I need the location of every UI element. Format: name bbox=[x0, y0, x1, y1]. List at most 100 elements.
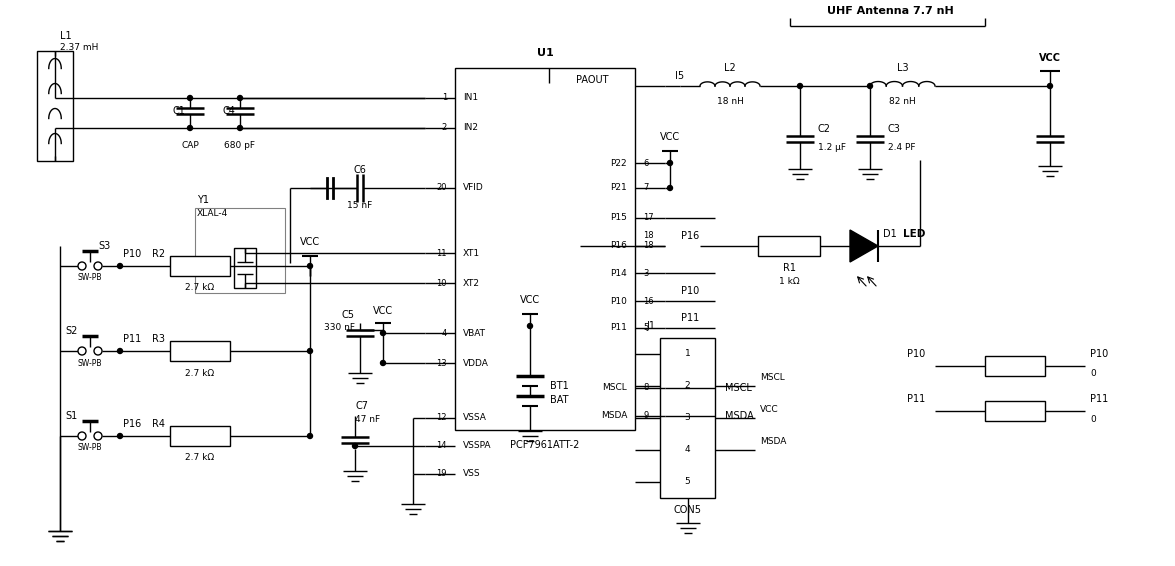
Text: L2: L2 bbox=[724, 63, 736, 73]
Text: MSCL: MSCL bbox=[725, 383, 752, 393]
Text: S2: S2 bbox=[65, 326, 78, 336]
Circle shape bbox=[867, 84, 873, 88]
Text: P16: P16 bbox=[680, 231, 699, 241]
Bar bbox=[195, 208, 286, 293]
Text: 7: 7 bbox=[643, 183, 649, 192]
Text: VCC: VCC bbox=[760, 405, 779, 414]
Circle shape bbox=[78, 262, 86, 270]
Text: 15 nF: 15 nF bbox=[348, 201, 372, 211]
Text: S1: S1 bbox=[65, 411, 78, 421]
Circle shape bbox=[381, 331, 385, 336]
Text: 47 nF: 47 nF bbox=[355, 415, 381, 424]
Text: P16: P16 bbox=[123, 419, 141, 429]
Text: 0: 0 bbox=[1090, 414, 1096, 423]
Circle shape bbox=[308, 264, 313, 268]
Circle shape bbox=[94, 347, 102, 355]
Text: SW-PB: SW-PB bbox=[78, 444, 102, 452]
Bar bbox=[170, 426, 230, 446]
Bar bbox=[170, 341, 230, 361]
Text: VCC: VCC bbox=[519, 295, 540, 305]
Text: 16: 16 bbox=[643, 297, 653, 306]
Text: 5: 5 bbox=[643, 324, 649, 332]
Circle shape bbox=[667, 161, 672, 165]
Text: VDDA: VDDA bbox=[463, 358, 489, 367]
Text: S3: S3 bbox=[98, 241, 110, 251]
Text: C1: C1 bbox=[172, 106, 184, 116]
Bar bbox=[985, 356, 1045, 376]
Text: 6: 6 bbox=[643, 158, 649, 168]
Circle shape bbox=[308, 434, 313, 439]
Bar bbox=[455, 68, 634, 430]
Text: 19: 19 bbox=[436, 470, 446, 478]
Text: MSCL: MSCL bbox=[603, 384, 627, 392]
Text: P11: P11 bbox=[610, 324, 627, 332]
Text: 8: 8 bbox=[643, 384, 649, 392]
Text: XT1: XT1 bbox=[463, 248, 481, 258]
Text: 2.7 kΩ: 2.7 kΩ bbox=[186, 453, 215, 462]
Text: VBAT: VBAT bbox=[463, 328, 486, 337]
Text: P21: P21 bbox=[610, 183, 627, 192]
Text: LED: LED bbox=[904, 229, 926, 239]
Text: I5: I5 bbox=[676, 71, 685, 81]
Text: 2.4 PF: 2.4 PF bbox=[888, 143, 915, 152]
Text: 0: 0 bbox=[1090, 370, 1096, 379]
Text: VSS: VSS bbox=[463, 470, 481, 478]
Text: SW-PB: SW-PB bbox=[78, 273, 102, 282]
Text: BT1: BT1 bbox=[550, 381, 569, 391]
Text: SW-PB: SW-PB bbox=[78, 358, 102, 367]
Bar bbox=[36, 51, 73, 161]
Text: C5: C5 bbox=[342, 310, 355, 320]
Text: D1: D1 bbox=[882, 229, 897, 239]
Text: VFID: VFID bbox=[463, 183, 484, 192]
Circle shape bbox=[528, 324, 532, 328]
Circle shape bbox=[94, 432, 102, 440]
Text: L3: L3 bbox=[897, 63, 908, 73]
Text: 1.2 μF: 1.2 μF bbox=[818, 143, 846, 152]
Circle shape bbox=[237, 126, 242, 131]
Circle shape bbox=[118, 349, 122, 354]
Text: MSDA: MSDA bbox=[600, 411, 627, 421]
Text: VCC: VCC bbox=[1039, 53, 1061, 63]
Text: 2: 2 bbox=[442, 123, 446, 132]
Circle shape bbox=[381, 361, 385, 366]
Circle shape bbox=[308, 349, 313, 354]
Circle shape bbox=[352, 444, 357, 448]
Text: 1 kΩ: 1 kΩ bbox=[779, 277, 799, 286]
Text: 680 pF: 680 pF bbox=[224, 142, 255, 151]
Text: P22: P22 bbox=[610, 158, 627, 168]
Text: P10: P10 bbox=[1090, 349, 1108, 359]
Text: 20: 20 bbox=[436, 183, 446, 192]
Text: 2.37 mH: 2.37 mH bbox=[60, 44, 99, 53]
Text: IN1: IN1 bbox=[463, 93, 478, 102]
Text: P10: P10 bbox=[907, 349, 925, 359]
Text: R4: R4 bbox=[152, 419, 165, 429]
Text: C7: C7 bbox=[355, 401, 368, 411]
Text: 2.7 kΩ: 2.7 kΩ bbox=[186, 368, 215, 378]
Text: C4: C4 bbox=[222, 106, 235, 116]
Bar bbox=[758, 236, 820, 256]
Text: P15: P15 bbox=[610, 213, 627, 222]
Circle shape bbox=[118, 434, 122, 439]
Circle shape bbox=[667, 186, 672, 191]
Text: 82 nH: 82 nH bbox=[889, 97, 915, 106]
Text: 2.7 kΩ: 2.7 kΩ bbox=[186, 284, 215, 293]
Text: U1: U1 bbox=[537, 48, 553, 58]
Text: VCC: VCC bbox=[372, 306, 394, 316]
Circle shape bbox=[188, 96, 193, 101]
Text: 330 nF: 330 nF bbox=[324, 324, 355, 332]
Text: 18: 18 bbox=[643, 231, 653, 241]
Text: P14: P14 bbox=[610, 268, 627, 277]
Text: 4: 4 bbox=[685, 445, 691, 454]
Text: P11: P11 bbox=[907, 394, 925, 404]
Text: P10: P10 bbox=[610, 297, 627, 306]
Text: 2: 2 bbox=[685, 381, 691, 391]
Text: 14: 14 bbox=[436, 441, 446, 451]
Text: 13: 13 bbox=[436, 358, 446, 367]
Text: Y1: Y1 bbox=[197, 195, 209, 205]
Circle shape bbox=[798, 84, 803, 88]
Text: L1: L1 bbox=[60, 31, 72, 41]
Text: P10: P10 bbox=[680, 286, 699, 296]
Text: 4: 4 bbox=[442, 328, 446, 337]
Text: PAOUT: PAOUT bbox=[576, 75, 607, 85]
Circle shape bbox=[1047, 84, 1053, 88]
